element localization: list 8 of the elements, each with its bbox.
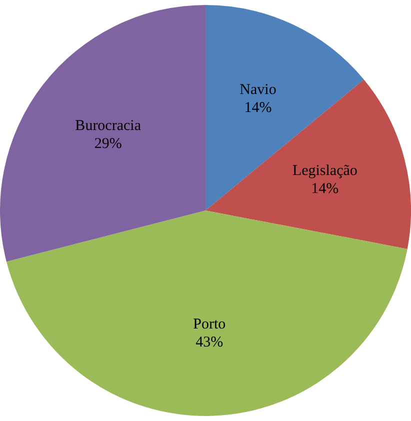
data-label: 14%	[311, 180, 339, 197]
data-label: 14%	[244, 100, 272, 116]
slice-label: Burocracia	[75, 118, 142, 134]
data-label: 29%	[94, 136, 122, 152]
slice-label: Navio	[240, 82, 276, 98]
data-label: 43%	[196, 334, 224, 351]
slice-label: Legislação	[292, 162, 358, 179]
slice-label: Porto	[193, 316, 226, 333]
